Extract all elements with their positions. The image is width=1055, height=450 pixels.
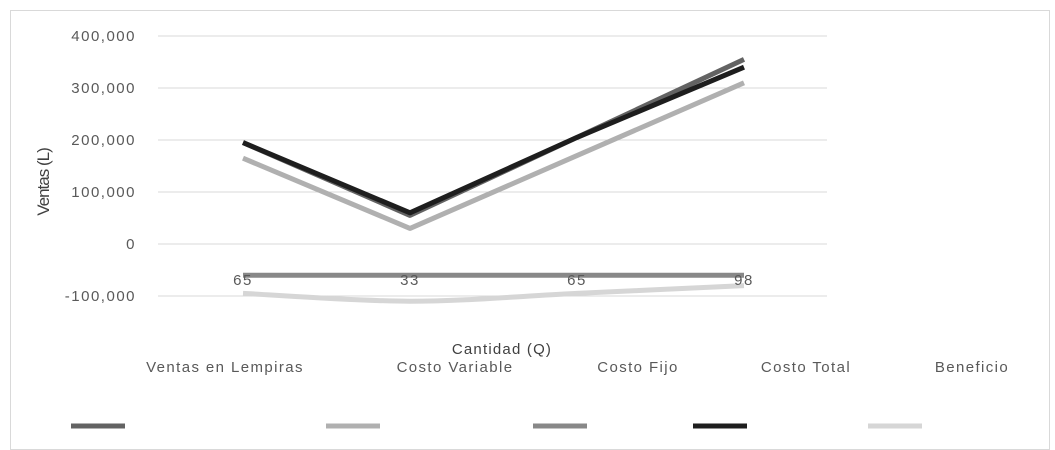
line-chart: 500,000400,000300,000200,000100,0000-100… (34, 28, 1009, 429)
y-tick-label: 400,000 (71, 28, 136, 45)
y-tick-label: 100,000 (71, 184, 136, 201)
series-line-costo-variable (242, 80, 745, 231)
legend-label: Beneficio (935, 359, 1009, 376)
chart-frame (10, 10, 1050, 450)
y-axis-label: Ventas (L) (34, 148, 53, 216)
x-point-label: 65 (567, 272, 587, 289)
x-point-label: 65 (233, 272, 253, 289)
legend-label: Costo Fijo (597, 359, 679, 376)
y-tick-label: 0 (126, 236, 136, 253)
series-line-costo-total (242, 64, 745, 216)
y-tick-label: 200,000 (71, 132, 136, 149)
x-axis-label: Cantidad (Q) (452, 341, 552, 358)
legend-label: Ventas en Lempiras (146, 359, 304, 376)
legend-label: Costo Total (761, 359, 851, 376)
legend: Ventas en Lempiras Costo Variable Costo Fi… (71, 359, 1009, 429)
x-point-label: 98 (734, 272, 754, 289)
legend-label: Costo Variable (397, 359, 514, 376)
y-axis-ticks: 500,000400,000300,000200,000100,0000-100… (65, 28, 136, 305)
series-line-beneficio (242, 283, 745, 304)
y-tick-label: -100,000 (65, 288, 136, 305)
series-lines (242, 57, 746, 304)
y-tick-label: 300,000 (71, 80, 136, 97)
x-point-labels: 65 33 65 98 (233, 272, 754, 289)
x-point-label: 33 (400, 272, 420, 289)
